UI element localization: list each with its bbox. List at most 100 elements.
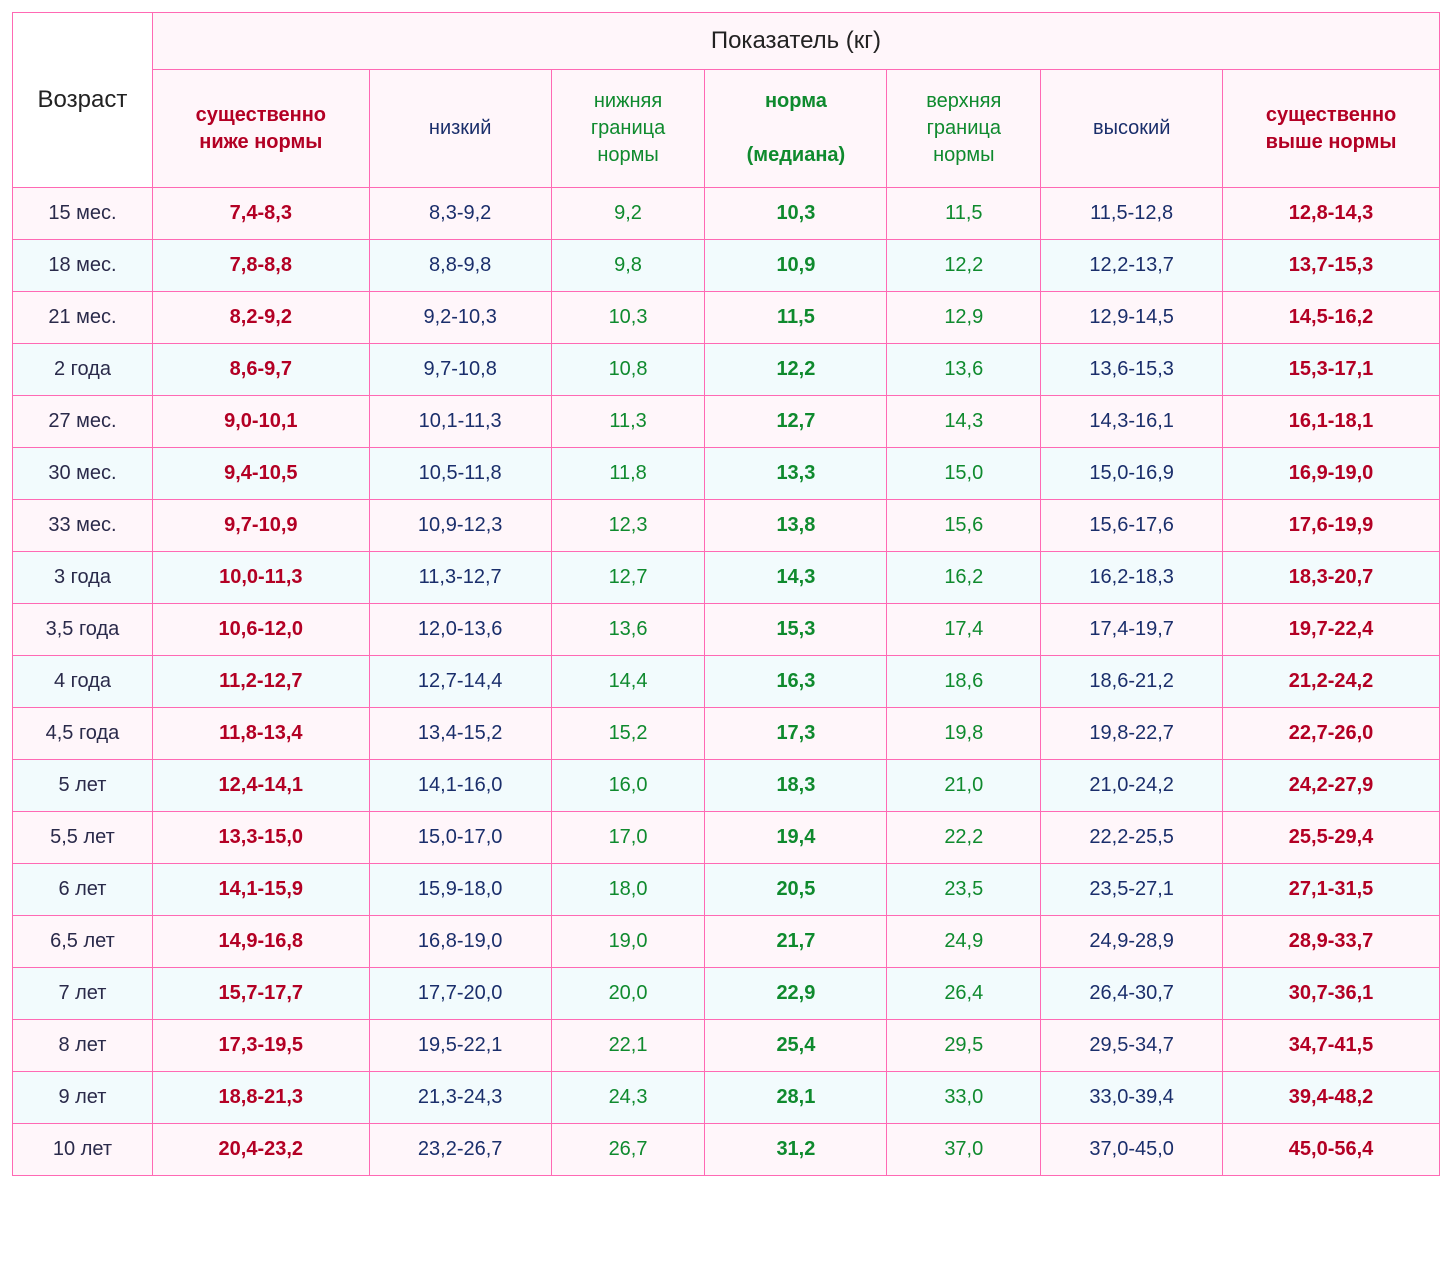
cell-hi_n: 26,4 xyxy=(887,968,1041,1020)
cell-low: 10,5-11,8 xyxy=(369,448,551,500)
cell-lo_n: 26,7 xyxy=(551,1124,705,1176)
cell-norm: 10,9 xyxy=(705,240,887,292)
cell-lo_n: 10,8 xyxy=(551,344,705,396)
table-row: 10 лет20,4-23,223,2-26,726,731,237,037,0… xyxy=(13,1124,1440,1176)
cell-age: 6 лет xyxy=(13,864,153,916)
cell-norm: 31,2 xyxy=(705,1124,887,1176)
cell-v_low: 15,7-17,7 xyxy=(152,968,369,1020)
cell-low: 8,8-9,8 xyxy=(369,240,551,292)
weight-by-age-table: Возраст Показатель (кг) существеннониже … xyxy=(12,12,1440,1176)
cell-age: 7 лет xyxy=(13,968,153,1020)
cell-norm: 18,3 xyxy=(705,760,887,812)
cell-hi_n: 12,9 xyxy=(887,292,1041,344)
header-sub-1: низкий xyxy=(369,70,551,188)
cell-v_high: 22,7-26,0 xyxy=(1223,708,1440,760)
cell-norm: 12,7 xyxy=(705,396,887,448)
cell-norm: 13,3 xyxy=(705,448,887,500)
header-sub-3: норма(медиана) xyxy=(705,70,887,188)
cell-high: 16,2-18,3 xyxy=(1041,552,1223,604)
cell-low: 9,2-10,3 xyxy=(369,292,551,344)
cell-v_high: 28,9-33,7 xyxy=(1223,916,1440,968)
cell-norm: 13,8 xyxy=(705,500,887,552)
cell-age: 3,5 года xyxy=(13,604,153,656)
table-row: 30 мес.9,4-10,510,5-11,811,813,315,015,0… xyxy=(13,448,1440,500)
cell-hi_n: 14,3 xyxy=(887,396,1041,448)
cell-v_low: 9,4-10,5 xyxy=(152,448,369,500)
cell-v_low: 11,2-12,7 xyxy=(152,656,369,708)
cell-norm: 19,4 xyxy=(705,812,887,864)
cell-v_high: 19,7-22,4 xyxy=(1223,604,1440,656)
cell-lo_n: 19,0 xyxy=(551,916,705,968)
cell-age: 5,5 лет xyxy=(13,812,153,864)
cell-age: 6,5 лет xyxy=(13,916,153,968)
cell-age: 10 лет xyxy=(13,1124,153,1176)
cell-high: 37,0-45,0 xyxy=(1041,1124,1223,1176)
cell-lo_n: 20,0 xyxy=(551,968,705,1020)
cell-lo_n: 16,0 xyxy=(551,760,705,812)
cell-age: 33 мес. xyxy=(13,500,153,552)
cell-v_low: 7,4-8,3 xyxy=(152,188,369,240)
cell-v_low: 17,3-19,5 xyxy=(152,1020,369,1072)
cell-low: 9,7-10,8 xyxy=(369,344,551,396)
cell-norm: 17,3 xyxy=(705,708,887,760)
cell-high: 33,0-39,4 xyxy=(1041,1072,1223,1124)
header-sub-6: существенновыше нормы xyxy=(1223,70,1440,188)
cell-age: 4,5 года xyxy=(13,708,153,760)
header-sub-2: нижняяграницанормы xyxy=(551,70,705,188)
cell-age: 15 мес. xyxy=(13,188,153,240)
cell-hi_n: 22,2 xyxy=(887,812,1041,864)
table-body: 15 мес.7,4-8,38,3-9,29,210,311,511,5-12,… xyxy=(13,188,1440,1176)
table-row: 27 мес.9,0-10,110,1-11,311,312,714,314,3… xyxy=(13,396,1440,448)
cell-low: 16,8-19,0 xyxy=(369,916,551,968)
table-row: 5 лет12,4-14,114,1-16,016,018,321,021,0-… xyxy=(13,760,1440,812)
cell-v_high: 27,1-31,5 xyxy=(1223,864,1440,916)
cell-hi_n: 33,0 xyxy=(887,1072,1041,1124)
cell-v_low: 9,7-10,9 xyxy=(152,500,369,552)
cell-norm: 20,5 xyxy=(705,864,887,916)
cell-age: 27 мес. xyxy=(13,396,153,448)
cell-lo_n: 9,8 xyxy=(551,240,705,292)
cell-v_high: 39,4-48,2 xyxy=(1223,1072,1440,1124)
cell-age: 8 лет xyxy=(13,1020,153,1072)
cell-v_high: 16,1-18,1 xyxy=(1223,396,1440,448)
cell-v_high: 15,3-17,1 xyxy=(1223,344,1440,396)
cell-v_low: 13,3-15,0 xyxy=(152,812,369,864)
cell-hi_n: 15,6 xyxy=(887,500,1041,552)
cell-hi_n: 23,5 xyxy=(887,864,1041,916)
cell-high: 19,8-22,7 xyxy=(1041,708,1223,760)
cell-v_high: 21,2-24,2 xyxy=(1223,656,1440,708)
cell-v_low: 10,0-11,3 xyxy=(152,552,369,604)
cell-lo_n: 10,3 xyxy=(551,292,705,344)
cell-high: 12,2-13,7 xyxy=(1041,240,1223,292)
cell-norm: 28,1 xyxy=(705,1072,887,1124)
cell-norm: 10,3 xyxy=(705,188,887,240)
cell-high: 29,5-34,7 xyxy=(1041,1020,1223,1072)
cell-v_low: 10,6-12,0 xyxy=(152,604,369,656)
cell-v_high: 24,2-27,9 xyxy=(1223,760,1440,812)
cell-lo_n: 18,0 xyxy=(551,864,705,916)
cell-age: 21 мес. xyxy=(13,292,153,344)
cell-v_low: 9,0-10,1 xyxy=(152,396,369,448)
cell-lo_n: 11,8 xyxy=(551,448,705,500)
header-sub-0: существеннониже нормы xyxy=(152,70,369,188)
cell-high: 17,4-19,7 xyxy=(1041,604,1223,656)
cell-v_low: 8,6-9,7 xyxy=(152,344,369,396)
cell-high: 14,3-16,1 xyxy=(1041,396,1223,448)
cell-high: 11,5-12,8 xyxy=(1041,188,1223,240)
table-row: 8 лет17,3-19,519,5-22,122,125,429,529,5-… xyxy=(13,1020,1440,1072)
cell-norm: 12,2 xyxy=(705,344,887,396)
cell-norm: 21,7 xyxy=(705,916,887,968)
table-row: 21 мес.8,2-9,29,2-10,310,311,512,912,9-1… xyxy=(13,292,1440,344)
cell-lo_n: 9,2 xyxy=(551,188,705,240)
table-row: 4 года11,2-12,712,7-14,414,416,318,618,6… xyxy=(13,656,1440,708)
cell-hi_n: 18,6 xyxy=(887,656,1041,708)
table-row: 5,5 лет13,3-15,015,0-17,017,019,422,222,… xyxy=(13,812,1440,864)
header-sub-4: верхняяграницанормы xyxy=(887,70,1041,188)
cell-age: 18 мес. xyxy=(13,240,153,292)
cell-lo_n: 22,1 xyxy=(551,1020,705,1072)
cell-norm: 25,4 xyxy=(705,1020,887,1072)
cell-v_low: 7,8-8,8 xyxy=(152,240,369,292)
cell-v_high: 30,7-36,1 xyxy=(1223,968,1440,1020)
header-indicator: Показатель (кг) xyxy=(152,13,1439,70)
table-row: 7 лет15,7-17,717,7-20,020,022,926,426,4-… xyxy=(13,968,1440,1020)
